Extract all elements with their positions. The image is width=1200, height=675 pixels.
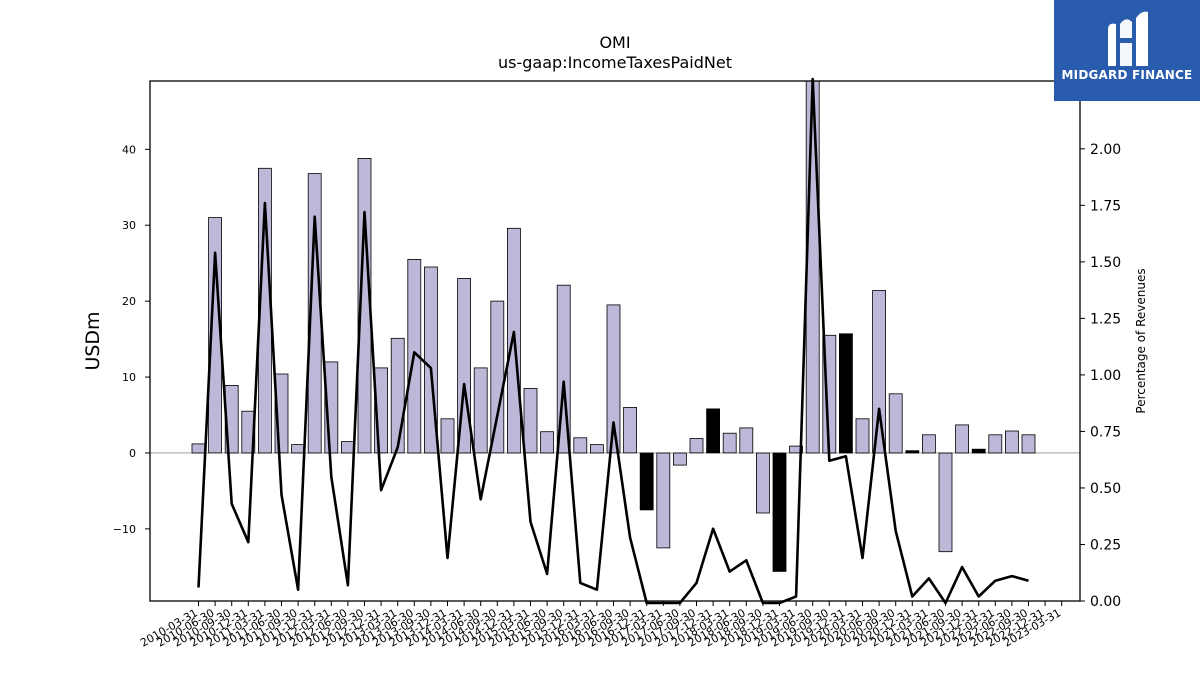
bar <box>971 448 986 454</box>
bar <box>440 418 455 454</box>
brand-logo: MIDGARD FINANCE <box>1054 0 1200 101</box>
y-axis-label-left: USDm <box>82 311 104 370</box>
bar <box>656 452 671 549</box>
bar <box>905 450 920 454</box>
y2-tick-label: 1.00 <box>1090 368 1121 384</box>
bar <box>772 452 787 572</box>
x-axis: 2010-03-312010-06-302010-09-302010-12-31… <box>138 601 1063 650</box>
bar <box>689 438 704 454</box>
bar <box>1021 434 1036 454</box>
bar <box>722 432 737 454</box>
y2-tick-label: 0.00 <box>1090 594 1121 610</box>
y2-tick-label: 0.50 <box>1090 481 1121 497</box>
bar <box>340 441 355 454</box>
bar <box>590 444 604 454</box>
bar <box>888 393 903 454</box>
bar <box>739 427 754 454</box>
chart-title: OMI <box>599 33 630 52</box>
y-tick-label: 40 <box>122 143 136 156</box>
bar <box>855 418 870 454</box>
chart-subtitle: us-gaap:IncomeTaxesPaidNet <box>498 53 732 72</box>
bar <box>523 387 538 454</box>
y2-tick-label: 1.25 <box>1090 311 1121 327</box>
bar <box>573 437 588 454</box>
bar <box>673 452 687 466</box>
bar <box>490 300 505 454</box>
bar <box>805 80 820 454</box>
y2-tick-label: 1.50 <box>1090 255 1121 271</box>
y-tick-label: 0 <box>129 447 136 460</box>
logo-mark-icon <box>1108 11 1148 67</box>
bar <box>390 337 405 454</box>
bar <box>623 406 637 454</box>
bar <box>955 424 969 454</box>
bar <box>639 452 654 511</box>
y-tick-label: 10 <box>122 371 136 384</box>
plot-frame <box>149 80 1081 602</box>
y-axis-label-right: Percentage of Revenues <box>1134 268 1148 413</box>
bar <box>706 408 720 454</box>
y2-tick-label: 0.75 <box>1090 424 1121 440</box>
y-tick-label: 30 <box>122 219 136 232</box>
bar <box>1005 430 1019 454</box>
bar <box>540 431 554 454</box>
y2-tick-label: 0.25 <box>1090 537 1121 553</box>
y-tick-label: 20 <box>122 295 136 308</box>
y2-tick-label: 1.75 <box>1090 198 1121 214</box>
bar <box>938 452 953 553</box>
y-tick-label: −10 <box>113 523 136 536</box>
bar <box>473 367 488 454</box>
logo-brand-text: MIDGARD FINANCE <box>1061 68 1193 82</box>
bar <box>922 434 936 454</box>
y2-tick-label: 2.00 <box>1090 142 1121 158</box>
bar <box>988 434 1003 454</box>
y-axis-left: −10 0 10 20 30 40 <box>113 143 150 536</box>
bar <box>756 452 770 514</box>
bar <box>191 443 206 454</box>
bar <box>291 444 306 454</box>
y-axis-right: 0.00 0.25 0.50 0.75 1.00 1.25 1.50 1.75 2.00 <box>1080 142 1121 610</box>
bar <box>839 333 853 454</box>
bar <box>872 290 886 454</box>
series-line-percentage-of-revenues <box>197 77 1029 605</box>
bars-group <box>191 80 1036 572</box>
